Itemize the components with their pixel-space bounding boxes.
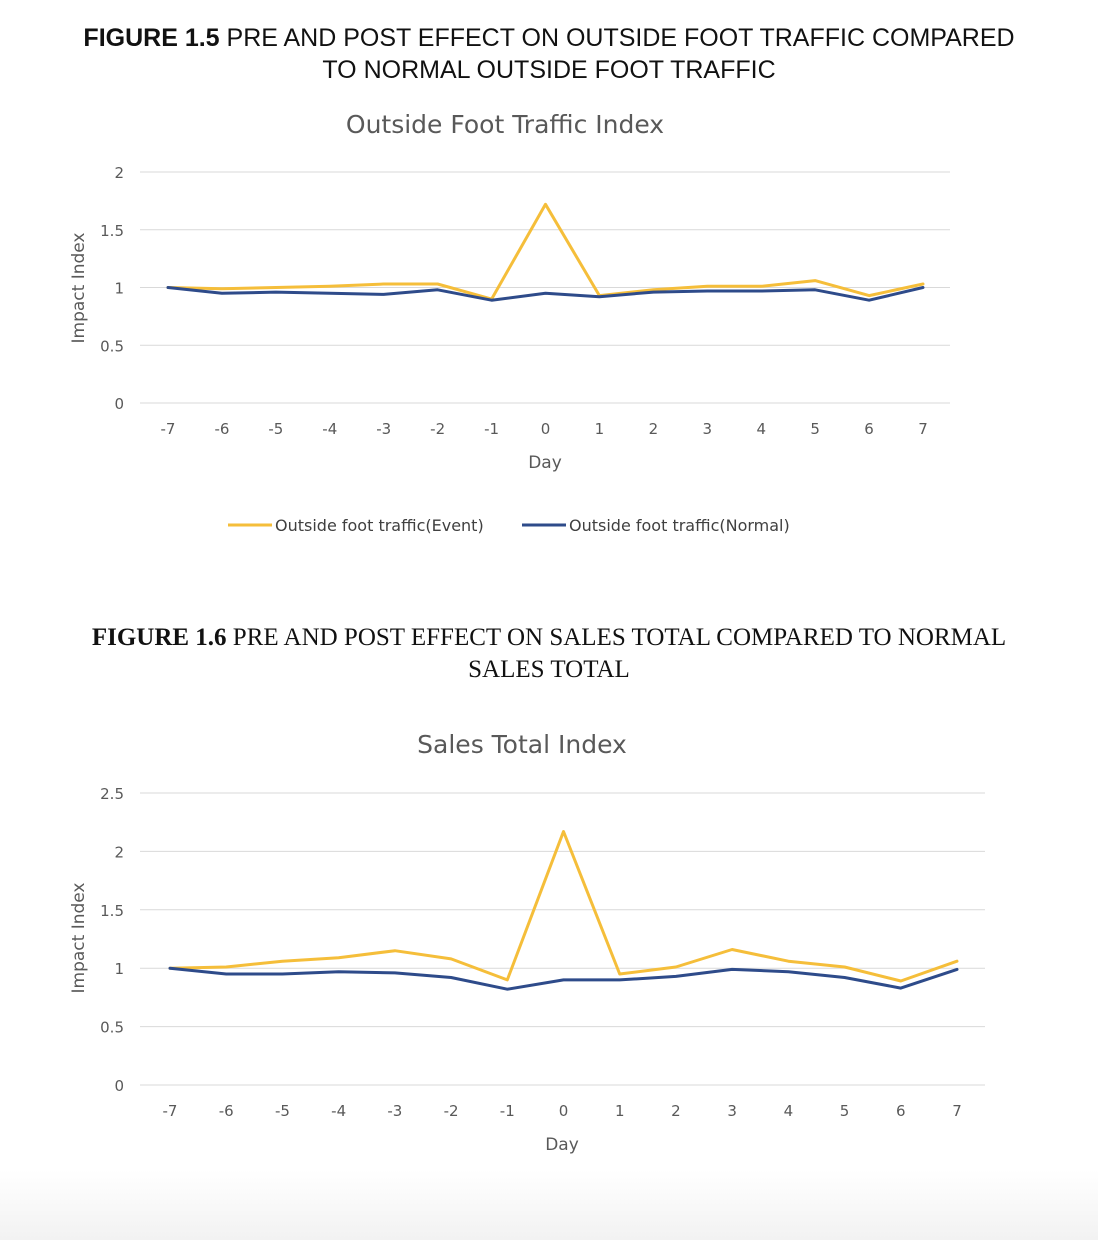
- figure-label: FIGURE 1.6: [91, 624, 227, 651]
- x-tick-label: 0: [559, 1102, 569, 1120]
- figure-caption: PRE AND POST EFFECT ON OUTSIDE FOOT TRAF…: [219, 24, 1015, 52]
- x-axis-label: Day: [528, 453, 562, 473]
- figure-label: FIGURE 1.5: [83, 24, 220, 52]
- y-tick-label: 2: [114, 164, 124, 182]
- legend-label: Outside foot traffic(Event): [275, 516, 484, 535]
- figure-caption-line2: TO NORMAL OUTSIDE FOOT TRAFFIC: [322, 56, 776, 84]
- y-tick-label: 2.5: [100, 785, 124, 803]
- x-tick-label: 6: [896, 1102, 906, 1120]
- figure-caption: PRE AND POST EFFECT ON SALES TOTAL COMPA…: [226, 624, 1007, 651]
- y-tick-label: 1.5: [100, 902, 124, 920]
- y-axis-label: Impact Index: [69, 233, 89, 344]
- y-tick-label: 0: [114, 395, 124, 413]
- x-tick-label: 4: [756, 420, 766, 438]
- x-tick-label: 2: [671, 1102, 681, 1120]
- normal-series-line: [168, 966, 959, 991]
- x-tick-label: 7: [918, 420, 928, 438]
- x-tick-label: -6: [214, 420, 229, 438]
- x-tick-label: -3: [376, 420, 391, 438]
- x-tick-label: 3: [727, 1102, 737, 1120]
- x-tick-label: 1: [615, 1102, 625, 1120]
- y-tick-label: 1: [114, 960, 124, 978]
- x-tick-label: -6: [219, 1102, 234, 1120]
- x-tick-label: 0: [541, 420, 551, 438]
- chart-title: Outside Foot Traffic Index: [346, 110, 664, 139]
- y-tick-label: 1: [114, 280, 124, 298]
- x-tick-label: 3: [703, 420, 713, 438]
- x-tick-label: -7: [163, 1102, 178, 1120]
- x-tick-label: 4: [784, 1102, 794, 1120]
- x-tick-label: -1: [500, 1102, 515, 1120]
- x-tick-label: 5: [840, 1102, 850, 1120]
- figure-caption-line2: SALES TOTAL: [468, 656, 630, 683]
- y-axis-label: Impact Index: [69, 883, 89, 994]
- x-tick-label: 5: [810, 420, 820, 438]
- x-tick-label: -4: [322, 420, 337, 438]
- x-tick-label: -2: [444, 1102, 459, 1120]
- y-tick-label: 0.5: [100, 337, 124, 355]
- x-tick-label: -1: [484, 420, 499, 438]
- outside-foot-traffic-chart: Outside Foot Traffic Index 0 0.5 1 1.5 2 -7 -6 -…: [69, 110, 950, 535]
- page-bottom-shade: [0, 1170, 1098, 1240]
- normal-series-line: [166, 286, 925, 302]
- x-tick-label: -4: [331, 1102, 346, 1120]
- x-tick-label: -2: [430, 420, 445, 438]
- figure-1-6-heading: FIGURE 1.6 PRE AND POST EFFECT ON SALES …: [0, 622, 1098, 686]
- x-tick-label: 2: [649, 420, 659, 438]
- legend-label: Outside foot traffic(Normal): [569, 516, 790, 535]
- x-tick-label: 7: [952, 1102, 962, 1120]
- x-tick-label: 1: [595, 420, 605, 438]
- x-tick-label: -7: [161, 420, 176, 438]
- x-tick-label: -3: [387, 1102, 402, 1120]
- y-tick-label: 2: [114, 843, 124, 861]
- x-tick-label: -5: [275, 1102, 290, 1120]
- x-tick-label: 6: [864, 420, 874, 438]
- y-tick-label: 1.5: [100, 222, 124, 240]
- y-tick-label: 0.5: [100, 1019, 124, 1037]
- x-axis-label: Day: [545, 1135, 579, 1155]
- event-series-line: [168, 830, 959, 983]
- chart-title: Sales Total Index: [417, 730, 627, 759]
- event-series-line: [166, 202, 925, 301]
- y-tick-label: 0: [114, 1077, 124, 1095]
- x-tick-label: -5: [268, 420, 283, 438]
- figure-1-5-heading: FIGURE 1.5 PRE AND POST EFFECT ON OUTSID…: [0, 22, 1098, 86]
